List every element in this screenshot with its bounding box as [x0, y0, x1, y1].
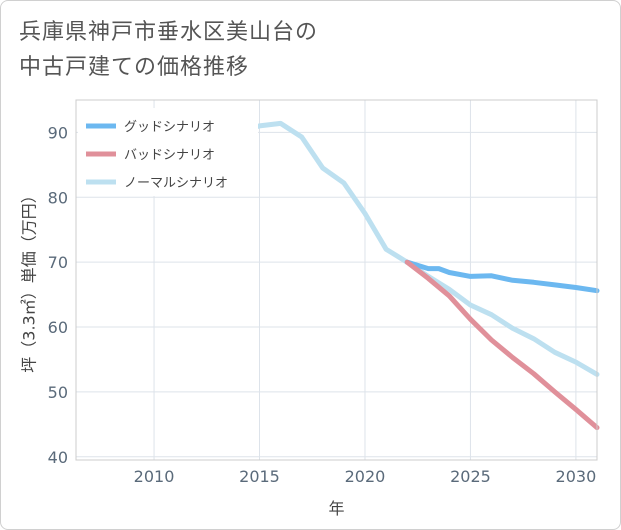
x-tick-label: 2020 — [345, 467, 386, 486]
series-line-0 — [404, 259, 600, 294]
y-tick-label: 80 — [48, 188, 68, 207]
y-tick-label: 70 — [48, 253, 68, 272]
y-tick-label: 40 — [48, 448, 68, 467]
legend-label: バッドシナリオ — [124, 148, 215, 163]
chart-title-line-2: 中古戸建ての価格推移 — [19, 55, 250, 80]
tick-labels: 2010 2015 2020 2025 2030 40 50 60 70 80 90 — [48, 123, 597, 486]
y-axis-title: 坪（3.3㎡）単価（万円） — [20, 187, 39, 372]
plot-frame — [75, 99, 598, 461]
y-tick-label: 50 — [48, 383, 68, 402]
y-tick-label: 60 — [48, 318, 68, 337]
x-axis-title: 年 — [328, 499, 344, 518]
series-line-1 — [404, 259, 600, 431]
x-tick-label: 2010 — [134, 467, 175, 486]
x-tick-label: 2025 — [450, 467, 491, 486]
y-tick-label: 90 — [48, 123, 68, 142]
chart-title-line-1: 兵庫県神戸市垂水区美山台の — [19, 20, 319, 45]
legend-label: グッドシナリオ — [124, 120, 215, 135]
legend-label: ノーマルシナリオ — [124, 176, 228, 191]
x-tick-label: 2030 — [556, 467, 597, 486]
x-tick-label: 2015 — [239, 467, 280, 486]
chart-title: 兵庫県神戸市垂水区美山台の 中古戸建ての価格推移 — [19, 15, 318, 85]
